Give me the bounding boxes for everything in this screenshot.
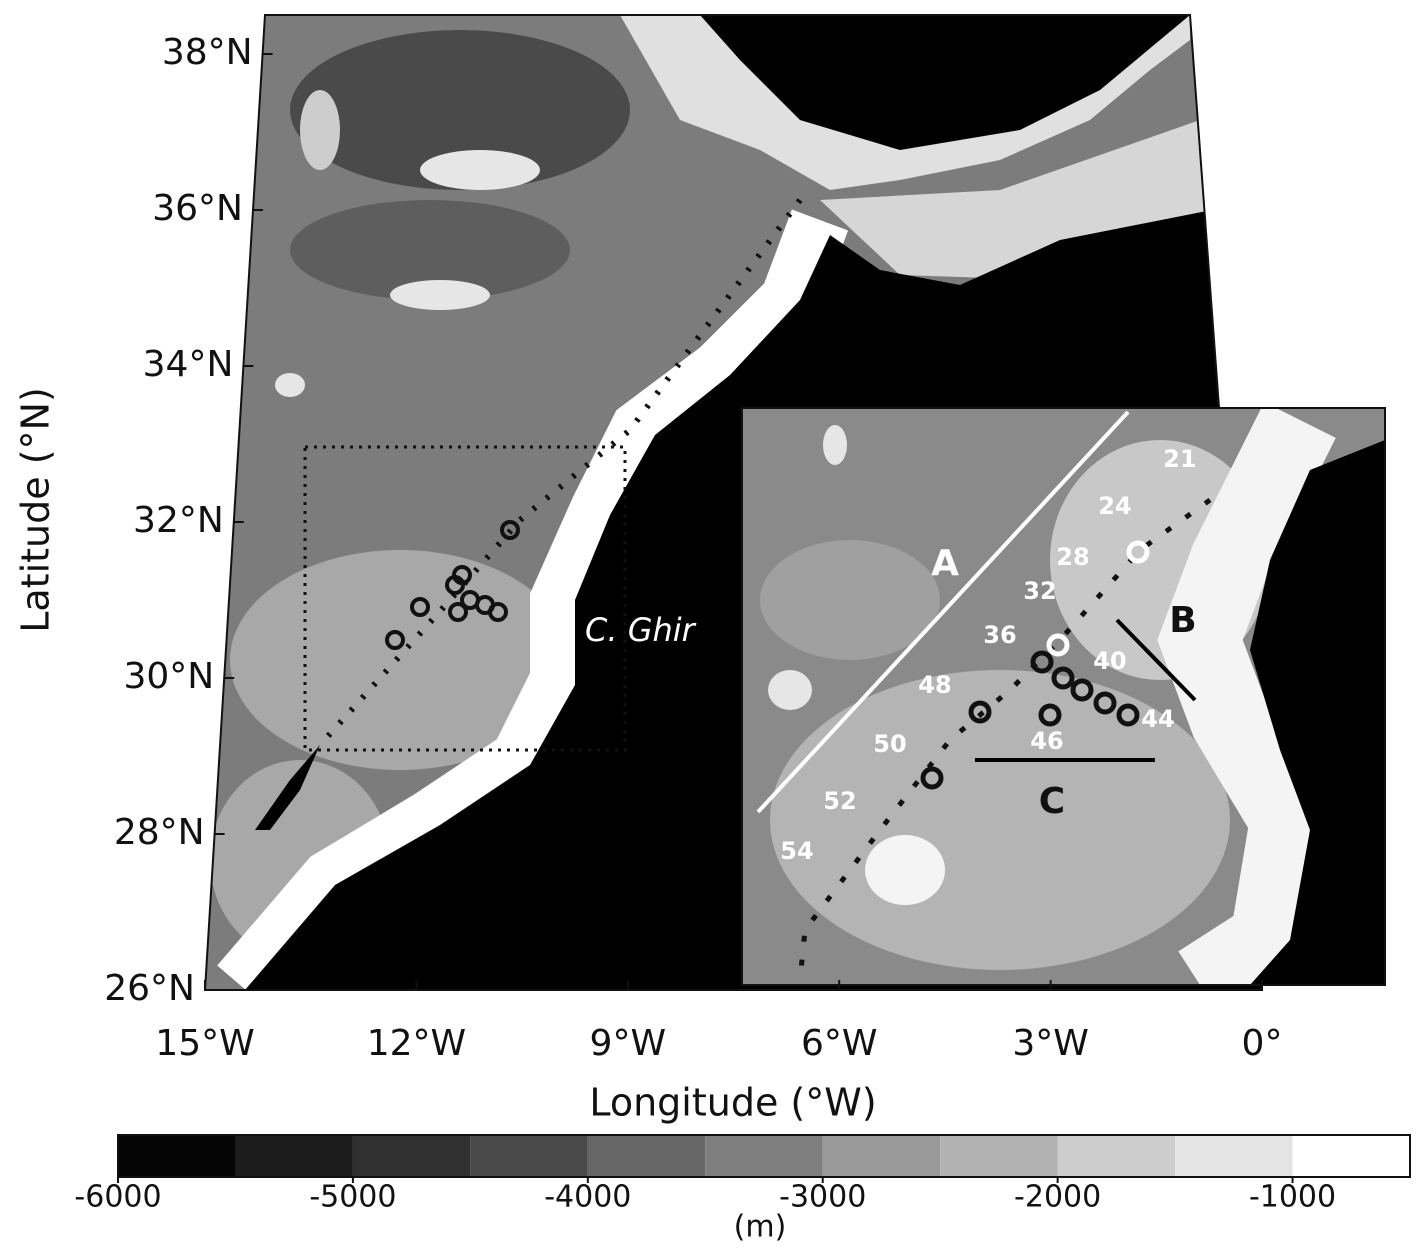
section-label: A	[931, 543, 959, 584]
colorbar-bin	[940, 1135, 1058, 1177]
colorbar-tick-label: -5000	[309, 1180, 396, 1215]
x-tick-label: 0°	[1242, 1023, 1283, 1064]
colorbar-bin	[235, 1135, 353, 1177]
y-axis-label: Latitude (°N)	[14, 387, 58, 633]
cape-label: C. Ghir	[585, 611, 697, 649]
colorbar-bin	[822, 1135, 941, 1177]
x-tick-label: 6°W	[801, 1023, 878, 1064]
colorbar-bin	[1292, 1135, 1410, 1177]
colorbar-label: (m)	[734, 1210, 787, 1245]
colorbar-bin	[470, 1135, 588, 1177]
station-label: 46	[1030, 727, 1063, 755]
colorbar-tick-label: -3000	[779, 1180, 866, 1215]
y-tick-label: 38°N	[162, 32, 253, 73]
x-tick-label: 9°W	[590, 1023, 667, 1064]
station-label: 24	[1098, 492, 1131, 520]
x-tick-label: 3°W	[1012, 1023, 1089, 1064]
x-tick-label: 15°W	[155, 1023, 254, 1064]
colorbar-bin	[705, 1135, 823, 1177]
station-label: 40	[1093, 647, 1126, 675]
y-tick-label: 32°N	[133, 500, 224, 541]
station-label: 21	[1163, 445, 1196, 473]
y-tick-label: 26°N	[104, 968, 195, 1009]
colorbar-frame	[117, 1134, 1411, 1178]
y-tick-label: 28°N	[114, 812, 205, 853]
x-axis-label: Longitude (°W)	[589, 1081, 876, 1125]
colorbar-bin	[118, 1135, 236, 1177]
colorbar-bin	[1175, 1135, 1293, 1177]
station-label: 36	[983, 621, 1016, 649]
x-tick-label: 12°W	[367, 1023, 466, 1064]
station-label: 28	[1056, 543, 1089, 571]
colorbar-bin	[1057, 1135, 1176, 1177]
station-label: 50	[873, 730, 906, 758]
inset: A B C 21 24 28 32 36 40 44 46 48 50 52 5…	[741, 407, 1386, 986]
y-tick-label: 30°N	[123, 656, 214, 697]
section-label: B	[1169, 600, 1196, 641]
colorbar-tick-label: -4000	[544, 1180, 631, 1215]
section-label: C	[1039, 781, 1065, 822]
station-label: 32	[1023, 577, 1056, 605]
y-tick-label: 34°N	[143, 344, 234, 385]
station-label: 54	[780, 837, 813, 865]
colorbar-tick-label: -1000	[1249, 1180, 1336, 1215]
y-tick-label: 36°N	[152, 188, 243, 229]
station-label: 52	[823, 787, 856, 815]
colorbar-bin	[352, 1135, 471, 1177]
station-label: 48	[918, 671, 951, 699]
station-label: 44	[1141, 705, 1174, 733]
colorbar-tick-label: -6000	[74, 1180, 161, 1215]
colorbar-bin	[587, 1135, 706, 1177]
colorbar-tick-label: -2000	[1014, 1180, 1101, 1215]
